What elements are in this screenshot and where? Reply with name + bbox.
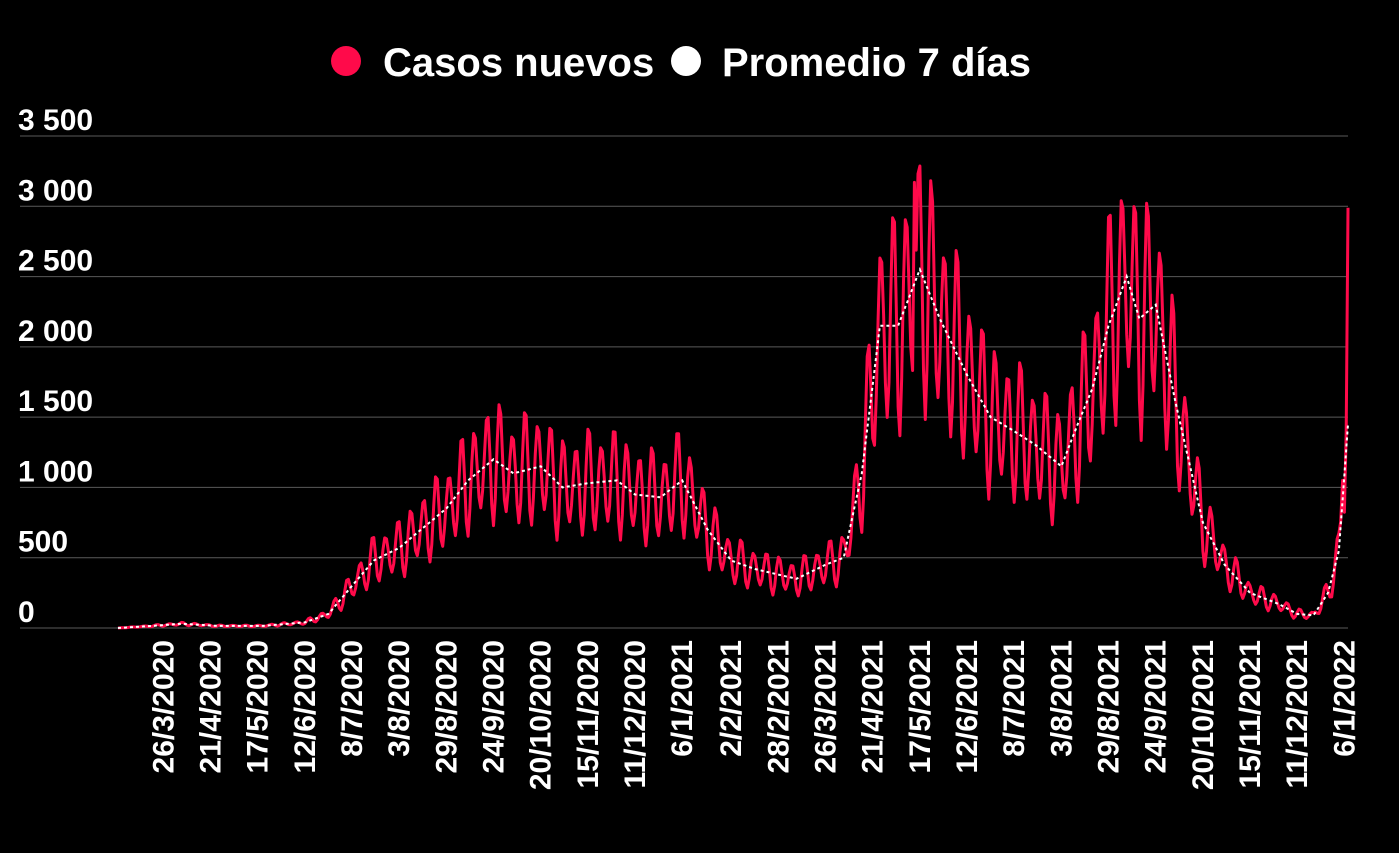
x-tick-label: 26/3/2021 <box>810 640 843 773</box>
x-tick-label: 12/6/2021 <box>951 640 984 773</box>
x-tick-label: 15/11/2021 <box>1234 640 1267 789</box>
x-tick-label: 15/11/2020 <box>572 640 605 789</box>
y-tick-label: 500 <box>18 526 68 559</box>
x-tick-label: 24/9/2020 <box>478 640 511 773</box>
x-tick-label: 28/2/2021 <box>762 640 795 773</box>
legend: Casos nuevos Promedio 7 días <box>331 41 1031 85</box>
x-tick-label: 3/8/2020 <box>383 640 416 757</box>
x-tick-label: 11/12/2020 <box>619 640 652 789</box>
y-tick-label: 2 000 <box>18 315 93 348</box>
y-tick-label: 1 500 <box>18 385 93 418</box>
x-tick-label: 6/1/2021 <box>666 640 699 757</box>
y-tick-label: 2 500 <box>18 245 93 278</box>
x-tick-label: 2/2/2021 <box>715 640 748 757</box>
legend-label-promedio: Promedio 7 días <box>722 41 1031 85</box>
x-tick-label: 12/6/2020 <box>289 640 322 773</box>
x-axis-ticks: 26/3/2020 21/4/2020 17/5/2020 12/6/2020 8/7/… <box>147 640 1361 790</box>
x-tick-label: 20/10/2020 <box>525 640 558 790</box>
x-tick-label: 29/8/2021 <box>1093 640 1126 773</box>
series-casos-nuevos-line <box>117 164 1350 630</box>
x-tick-label: 17/5/2020 <box>242 640 275 773</box>
x-tick-label: 8/7/2020 <box>336 640 369 757</box>
series-promedio-7-dias-line <box>117 266 1349 629</box>
x-tick-label: 21/4/2021 <box>857 640 890 773</box>
x-tick-label: 17/5/2021 <box>904 640 937 773</box>
x-tick-label: 24/9/2021 <box>1140 640 1173 773</box>
legend-marker-casos-nuevos <box>331 46 361 76</box>
legend-label-casos-nuevos: Casos nuevos <box>383 41 654 85</box>
y-tick-label: 0 <box>18 596 35 629</box>
legend-marker-promedio <box>671 46 701 76</box>
y-tick-label: 1 000 <box>18 455 93 488</box>
y-axis-ticks: 0 500 1 000 1 500 2 000 2 500 3 000 3 500 <box>18 104 93 629</box>
x-tick-label: 11/12/2021 <box>1281 640 1314 789</box>
y-tick-label: 3 000 <box>18 174 93 207</box>
x-tick-label: 26/3/2020 <box>147 640 180 773</box>
x-tick-label: 6/1/2022 <box>1328 640 1361 757</box>
x-tick-label: 21/4/2020 <box>195 640 228 773</box>
grid <box>20 135 1348 629</box>
x-tick-label: 20/10/2021 <box>1187 640 1220 790</box>
x-tick-label: 29/8/2020 <box>430 640 463 773</box>
x-tick-label: 3/8/2021 <box>1045 640 1078 757</box>
x-tick-label: 8/7/2021 <box>998 640 1031 757</box>
y-tick-label: 3 500 <box>18 104 93 137</box>
